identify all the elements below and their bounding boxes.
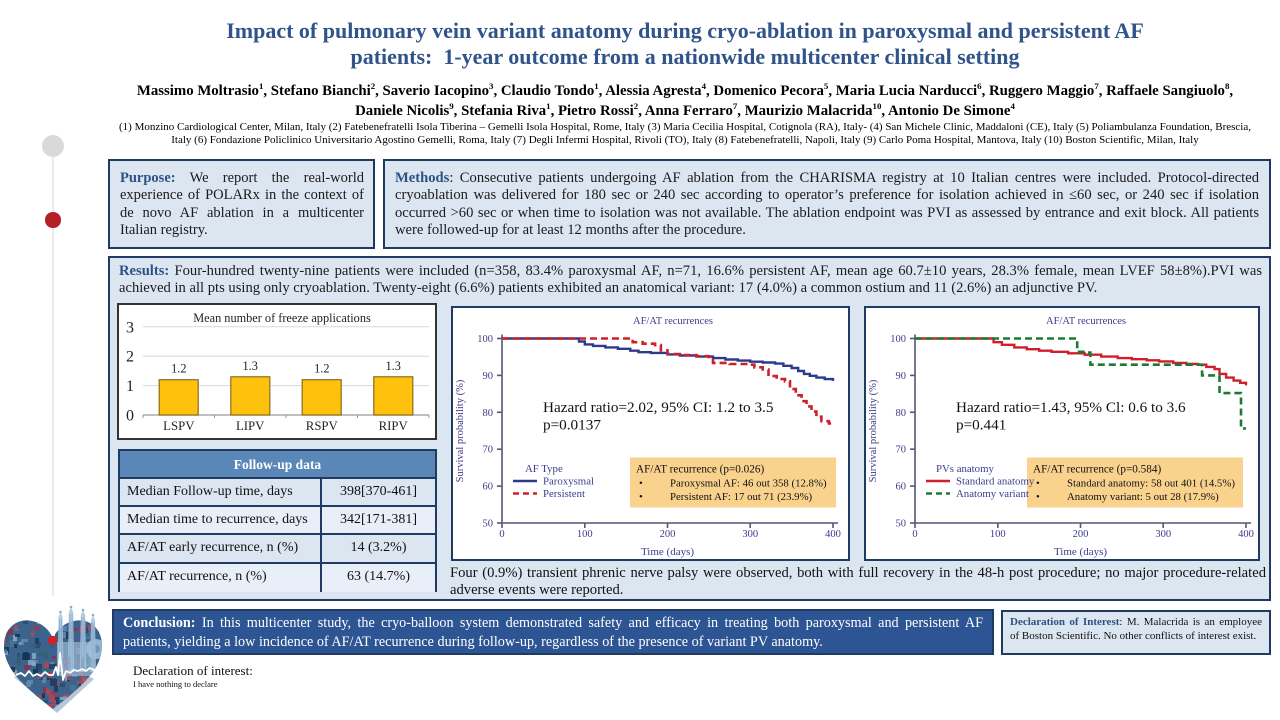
svg-text:Anatomy variant: Anatomy variant (956, 488, 1029, 500)
svg-text:p=0.441: p=0.441 (956, 417, 1006, 434)
svg-text:60: 60 (896, 482, 907, 493)
svg-text:60: 60 (483, 482, 494, 493)
svg-text:400: 400 (825, 529, 841, 540)
svg-text:Survival probability (%): Survival probability (%) (455, 379, 466, 482)
svg-text:Time (days): Time (days) (1054, 546, 1107, 558)
svg-text:100: 100 (577, 529, 593, 540)
svg-text:Hazard ratio=1.43, 95% Cl: 0.6: Hazard ratio=1.43, 95% Cl: 0.6 to 3.6 (956, 399, 1186, 416)
svg-text:LIPV: LIPV (236, 419, 265, 433)
svg-text:p=0.0137: p=0.0137 (543, 417, 601, 434)
svg-text:90: 90 (896, 371, 907, 382)
svg-text:0: 0 (912, 529, 917, 540)
svg-text:•: • (1036, 478, 1040, 490)
svg-text:300: 300 (1155, 529, 1171, 540)
svg-text:LSPV: LSPV (163, 419, 195, 433)
svg-text:200: 200 (660, 529, 676, 540)
svg-text:Paroxysmal AF: 46 out 358 (12.: Paroxysmal AF: 46 out 358 (12.8%) (670, 478, 827, 490)
svg-text:2: 2 (126, 349, 134, 366)
svg-text:0: 0 (499, 529, 504, 540)
svg-text:1: 1 (126, 378, 134, 395)
svg-text:AF/AT recurrence (p=0.026): AF/AT recurrence (p=0.026) (636, 464, 764, 476)
svg-text:100: 100 (477, 334, 493, 345)
svg-text:3: 3 (126, 319, 134, 336)
svg-text:1.2: 1.2 (314, 362, 329, 376)
svg-text:70: 70 (896, 445, 907, 456)
svg-text:Persistent: Persistent (543, 488, 585, 500)
svg-text:1.2: 1.2 (171, 362, 186, 376)
svg-text:50: 50 (896, 519, 907, 530)
svg-text:Persistent AF: 17 out 71 (23.9: Persistent AF: 17 out 71 (23.9%) (670, 491, 813, 503)
svg-text:•: • (639, 478, 643, 490)
svg-text:Anatomy variant: 5 out 28 (17.: Anatomy variant: 5 out 28 (17.9%) (1067, 491, 1219, 503)
svg-text:AF/AT recurrence (p=0.584): AF/AT recurrence (p=0.584) (1033, 464, 1161, 476)
svg-text:80: 80 (896, 408, 907, 419)
svg-text:1.3: 1.3 (386, 359, 401, 373)
svg-text:50: 50 (483, 519, 494, 530)
svg-text:RIPV: RIPV (379, 419, 409, 433)
svg-text:200: 200 (1073, 529, 1089, 540)
svg-text:Survival probability (%): Survival probability (%) (868, 379, 879, 482)
svg-text:100: 100 (990, 529, 1006, 540)
svg-text:Standard anatomy: Standard anatomy (956, 476, 1035, 488)
svg-text:Mean number of freeze applicat: Mean number of freeze applications (193, 311, 371, 325)
svg-text:300: 300 (742, 529, 758, 540)
svg-text:Standard anatomy: 58 out 401 (: Standard anatomy: 58 out 401 (14.5%) (1067, 478, 1235, 490)
svg-text:90: 90 (483, 371, 494, 382)
svg-text:AF/AT recurrences: AF/AT recurrences (1046, 316, 1126, 327)
svg-text:0: 0 (126, 408, 134, 425)
svg-text:Time (days): Time (days) (641, 546, 694, 558)
svg-text:1.3: 1.3 (243, 359, 258, 373)
svg-text:400: 400 (1238, 529, 1254, 540)
svg-text:Hazard ratio=2.02, 95% CI: 1.2: Hazard ratio=2.02, 95% CI: 1.2 to 3.5 (543, 399, 773, 416)
svg-text:PVs anatomy: PVs anatomy (936, 463, 994, 475)
svg-text:AF Type: AF Type (525, 463, 563, 475)
svg-text:RSPV: RSPV (306, 419, 339, 433)
svg-text:100: 100 (890, 334, 906, 345)
svg-text:AF/AT recurrences: AF/AT recurrences (633, 316, 713, 327)
svg-text:•: • (639, 491, 643, 503)
svg-text:Paroxysmal: Paroxysmal (543, 476, 594, 488)
svg-text:70: 70 (483, 445, 494, 456)
svg-text:80: 80 (483, 408, 494, 419)
svg-text:•: • (1036, 491, 1040, 503)
